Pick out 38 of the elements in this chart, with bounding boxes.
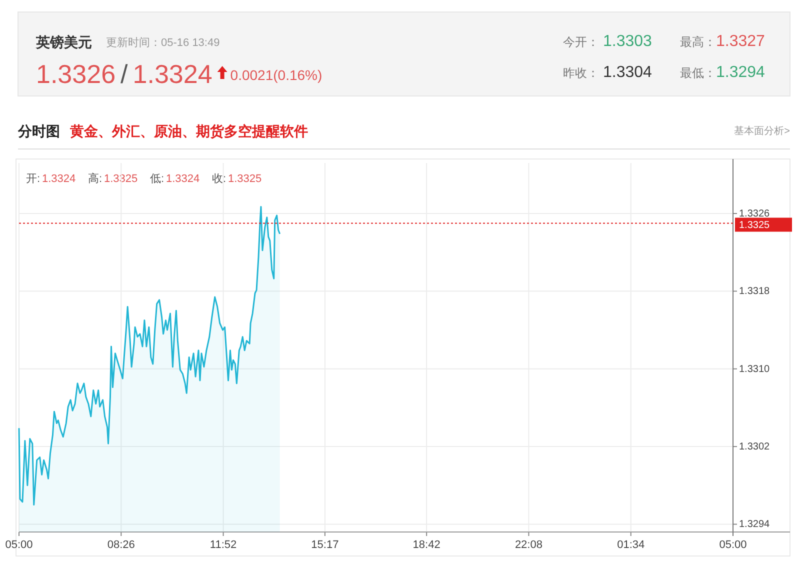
annotation: 低: — [150, 173, 164, 185]
text: 今开： — [563, 35, 599, 49]
text: 1.3327 — [716, 33, 766, 50]
y-tick-label: 1.3310 — [739, 364, 770, 375]
text: 黄金、外汇、原油、期货多空提醒软件 — [69, 123, 308, 139]
x-tick-label: 01:34 — [617, 539, 645, 551]
annotation: 1.3324 — [166, 173, 200, 185]
y-tick-label: 1.3302 — [739, 442, 770, 453]
chart-title: 英镑美元 — [35, 34, 92, 50]
text: 最高： — [680, 35, 716, 49]
text: 1.3326 — [36, 59, 116, 89]
x-tick-label: 22:08 — [514, 539, 542, 551]
text: 分时图 — [17, 123, 60, 139]
text: 1.3303 — [603, 33, 652, 50]
text: 昨收： — [563, 66, 599, 80]
annotation: 开: — [26, 173, 40, 185]
text: 最低： — [680, 66, 716, 80]
annotation: 高: — [88, 172, 102, 185]
y-tick-label: 1.3294 — [739, 519, 770, 530]
chart-subtitle: 更新时间：05-16 13:49 — [106, 36, 220, 49]
x-tick-label: 08:26 — [107, 539, 135, 551]
x-tick-label: 05:00 — [5, 539, 33, 551]
annotation: 1.3325 — [104, 173, 138, 185]
ref-line-label: 1.3325 — [739, 220, 770, 232]
x-tick-label: 15:17 — [311, 539, 339, 551]
y-tick-label: 1.3326 — [739, 208, 770, 220]
y-tick-label: 1.3318 — [739, 286, 770, 298]
text: 1.3324 — [132, 59, 212, 89]
text: 1.3304 — [603, 64, 652, 81]
x-tick-label: 18:42 — [412, 539, 440, 551]
annotation: 1.3325 — [228, 173, 262, 185]
text: 基本面分析> — [734, 125, 790, 137]
x-tick-label: 05:00 — [719, 539, 747, 551]
annotation: 1.3324 — [42, 173, 76, 185]
text: 0.0021(0.16%) — [230, 67, 322, 83]
text: / — [120, 59, 129, 89]
x-tick-label: 11:52 — [210, 539, 237, 551]
annotation: 收: — [212, 173, 226, 185]
